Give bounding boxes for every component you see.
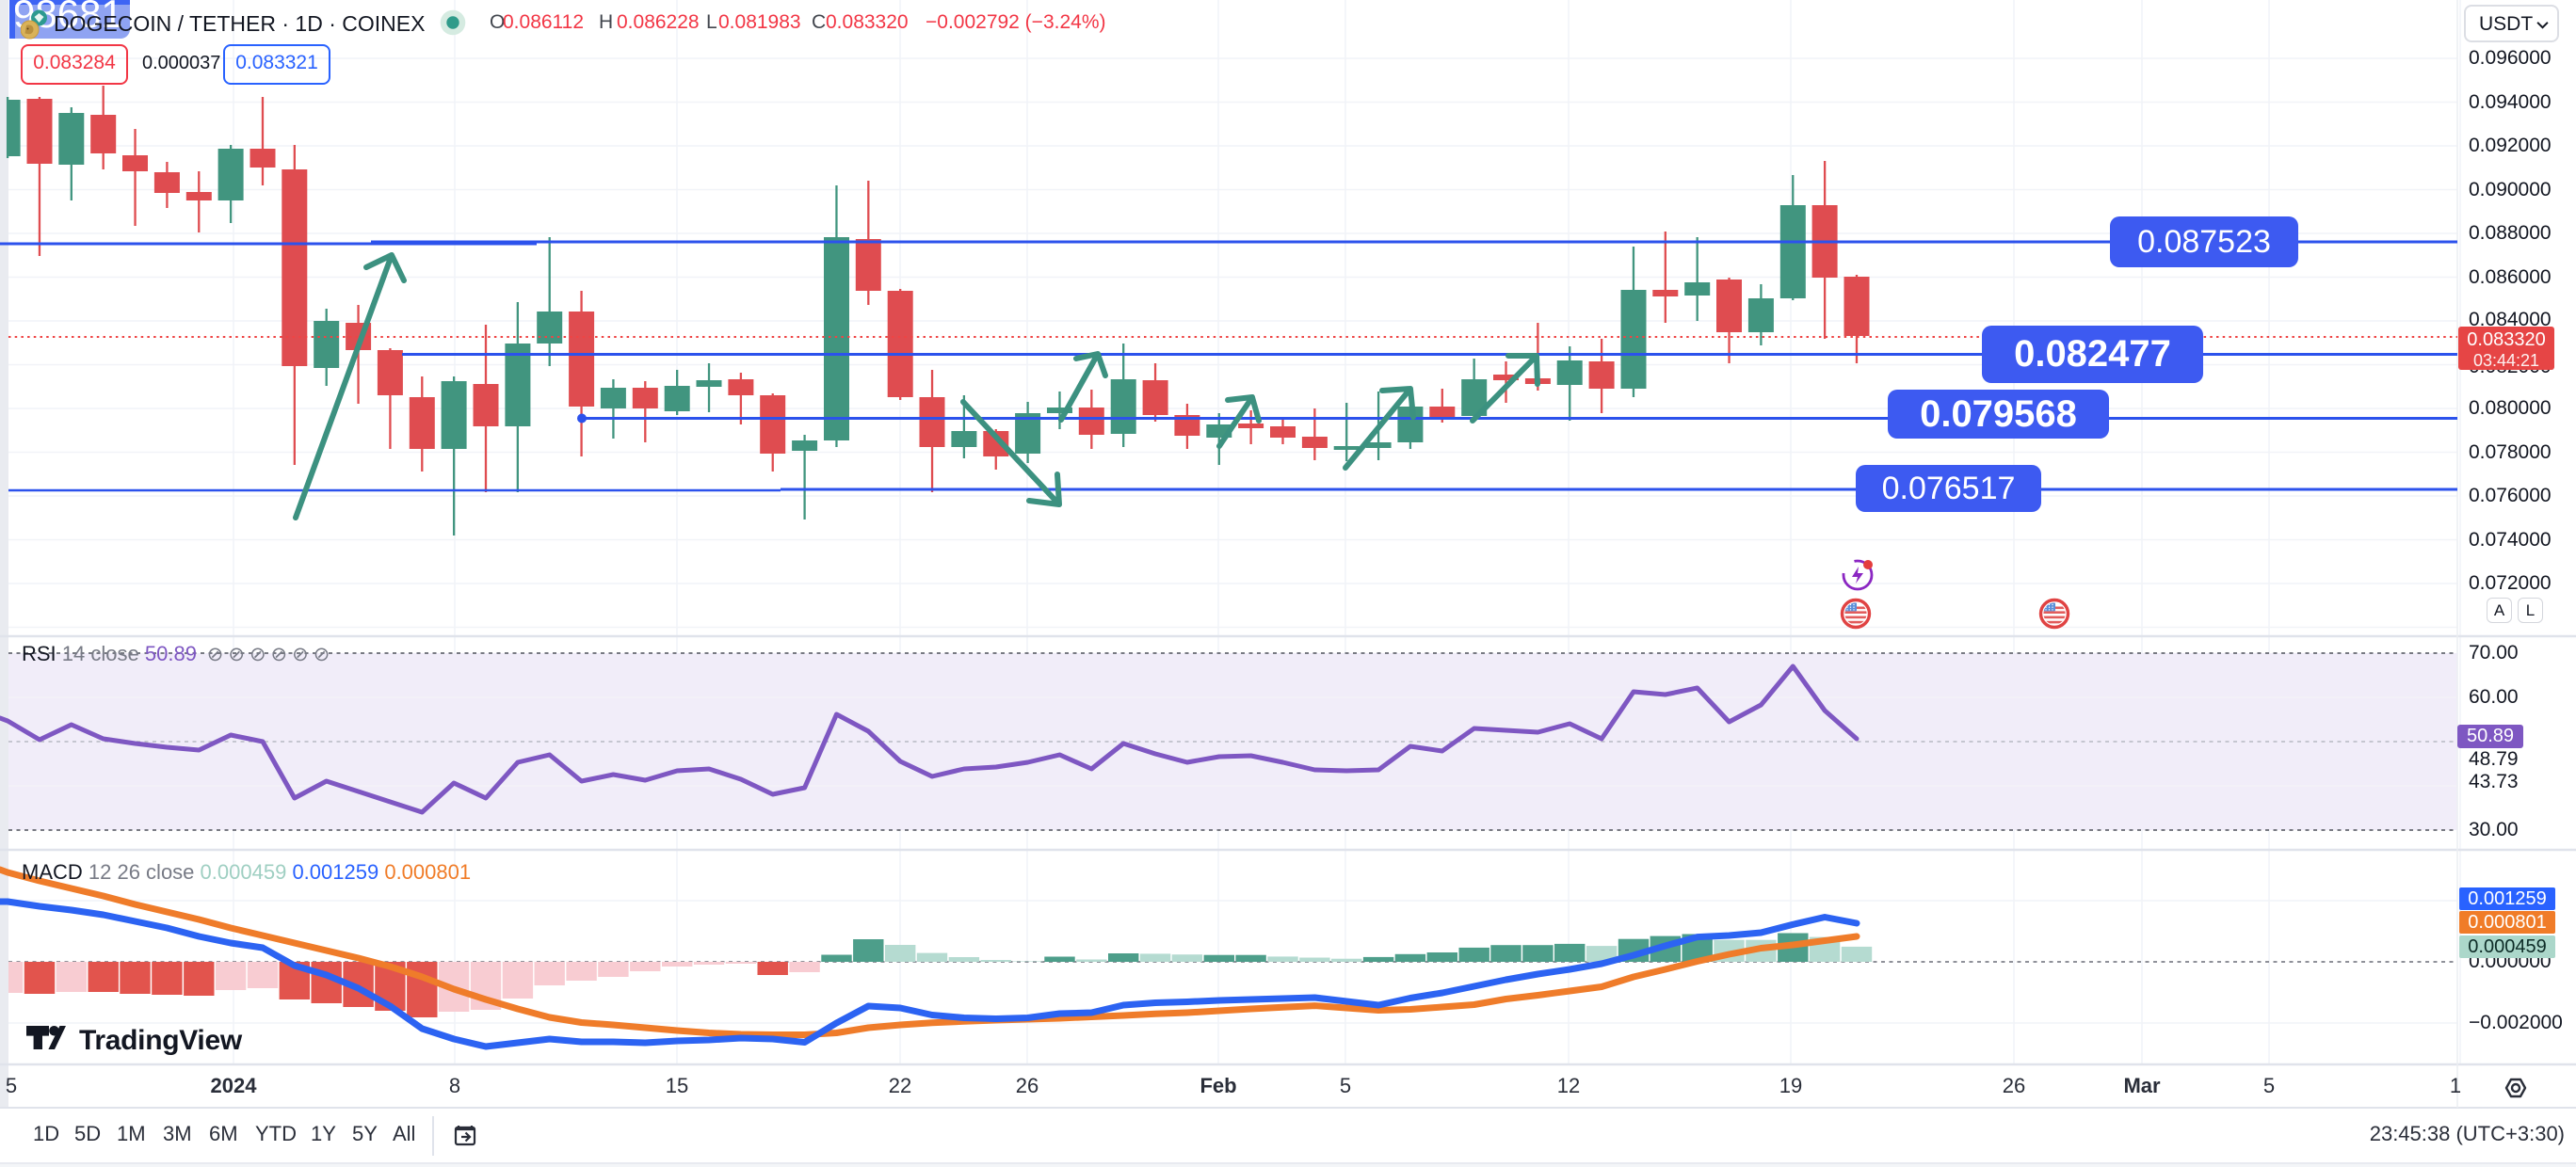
svg-text:TradingView: TradingView [79, 1025, 243, 1056]
